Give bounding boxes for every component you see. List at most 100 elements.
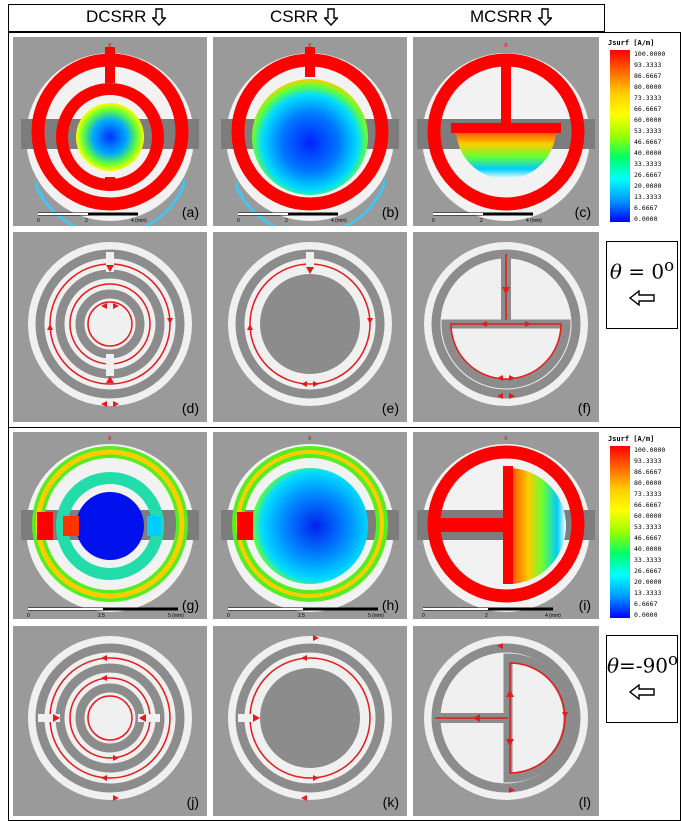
scale-tick: 5 (mm) (168, 613, 184, 619)
panel-i: x 0 2 4 (mm) (i) (413, 432, 599, 619)
legend-title: Jsurf [A/m] (608, 435, 655, 443)
legend-value: 80.0000 (634, 479, 662, 487)
legend-value: 80.0000 (634, 83, 662, 91)
legend-value: 33.3333 (634, 160, 662, 168)
legend-value: 46.6667 (634, 138, 662, 146)
color-legend-bottom: Jsurf [A/m] 100.0000 93.3333 86.6667 80.… (606, 434, 678, 622)
legend-value: 20.0000 (634, 578, 662, 586)
legend-value: 40.0000 (634, 149, 662, 157)
theta-degree: o (664, 256, 675, 275)
left-arrow-icon (628, 289, 655, 307)
legend-value: 86.6667 (634, 468, 662, 476)
legend-value: 0.0000 (634, 215, 658, 223)
panel-label: (e) (381, 400, 399, 416)
theta-symbol: θ (607, 653, 620, 678)
theta-label: θ=-90o (607, 650, 679, 678)
panel-label: (c) (574, 204, 591, 220)
theta-label: θ = 0o (607, 256, 677, 284)
scale-tick: 2 (85, 218, 88, 224)
column-label: CSRR (270, 7, 319, 26)
scale-tick: 0 (432, 218, 435, 224)
theta-symbol: θ (609, 259, 622, 284)
panel-label: (d) (181, 400, 199, 416)
axis-marker: x (308, 435, 312, 442)
legend-value: 46.6667 (634, 534, 662, 542)
legend-value: 20.0000 (634, 182, 662, 190)
legend-colorbar (610, 446, 630, 618)
down-arrow-icon (324, 8, 339, 26)
legend-value: 26.6667 (634, 171, 662, 179)
panel-label: (j) (186, 794, 199, 810)
panel-label: (f) (577, 400, 591, 416)
axis-marker: x (504, 435, 508, 442)
legend-value: 100.0000 (634, 50, 666, 58)
panel-j: (j) (13, 626, 207, 816)
theta-box-top: θ = 0o (606, 241, 678, 329)
legend-value: 66.6667 (634, 105, 662, 113)
legend-value: 6.6667 (634, 600, 658, 608)
panel-c: x 0 2 4 (mm) (c) (413, 37, 599, 226)
legend-value: 33.3333 (634, 556, 662, 564)
panel-label: (l) (578, 794, 591, 810)
legend-value: 6.6667 (634, 204, 658, 212)
panel-h: x 0 2.5 5 (mm) (h) (213, 432, 407, 619)
legend-value: 13.3333 (634, 589, 662, 597)
axis-marker: x (308, 42, 312, 49)
legend-value: 73.3333 (634, 94, 662, 102)
legend-colorbar (610, 50, 630, 222)
axis-marker: x (108, 435, 112, 442)
scale-tick: 0 (227, 613, 230, 619)
column-label: MCSRR (470, 7, 533, 26)
scale-tick: 0 (237, 218, 240, 224)
scale-tick: 2 (480, 218, 483, 224)
panel-label: (b) (381, 204, 399, 220)
scale-tick: 0 (422, 613, 425, 619)
scale-tick: 2.5 (298, 613, 305, 619)
column-header-mcsrr: MCSRR (470, 6, 553, 28)
legend-value: 100.0000 (634, 446, 666, 454)
legend-value: 60.0000 (634, 512, 662, 520)
panel-k: (k) (213, 626, 407, 816)
legend-value: 53.3333 (634, 523, 662, 531)
column-header-csrr: CSRR (270, 6, 339, 28)
legend-value: 53.3333 (634, 127, 662, 135)
panel-a: x 0 2 4 (mm) (a) (13, 37, 207, 226)
legend-value: 93.3333 (634, 457, 662, 465)
left-arrow-icon (628, 683, 655, 701)
scale-tick: 2 (285, 218, 288, 224)
legend-value: 93.3333 (634, 61, 662, 69)
panel-d: (d) (13, 232, 207, 422)
scale-tick: 0 (37, 218, 40, 224)
panel-label: (a) (181, 204, 199, 220)
legend-value: 73.3333 (634, 490, 662, 498)
theta-value: =-90 (619, 653, 669, 678)
panel-g: x 0 2.5 5 (mm) (g) (13, 432, 207, 619)
axis-marker: x (108, 42, 112, 49)
axis-marker: x (504, 42, 508, 49)
column-label: DCSRR (86, 7, 147, 26)
scale-tick: 0 (27, 613, 30, 619)
legend-title: Jsurf [A/m] (608, 39, 655, 47)
down-arrow-icon (538, 8, 553, 26)
scale-tick: 4 (mm) (131, 218, 147, 224)
scale-tick: 2 (485, 613, 488, 619)
legend-value: 0.0000 (634, 611, 658, 619)
panel-label: (h) (381, 597, 399, 613)
scale-tick: 5 (mm) (368, 613, 384, 619)
scale-tick: 4 (mm) (331, 218, 347, 224)
theta-degree: o (668, 650, 679, 669)
legend-value: 86.6667 (634, 72, 662, 80)
panel-f: (f) (413, 232, 599, 422)
legend-value: 40.0000 (634, 545, 662, 553)
header-frame (8, 4, 605, 32)
panel-b: x 0 2 4 (mm) (b) (213, 37, 407, 226)
theta-value: = 0 (621, 259, 665, 284)
panel-label: (g) (181, 597, 199, 613)
panel-label: (i) (578, 597, 591, 613)
panel-l: (l) (413, 626, 599, 816)
scale-tick: 2.5 (98, 613, 105, 619)
theta-box-bottom: θ=-90o (606, 635, 678, 723)
column-header-dcsrr: DCSRR (86, 6, 167, 28)
color-legend-top: Jsurf [A/m] 100.0000 93.3333 86.6667 80.… (606, 38, 678, 226)
scale-tick: 4 (mm) (545, 613, 561, 619)
